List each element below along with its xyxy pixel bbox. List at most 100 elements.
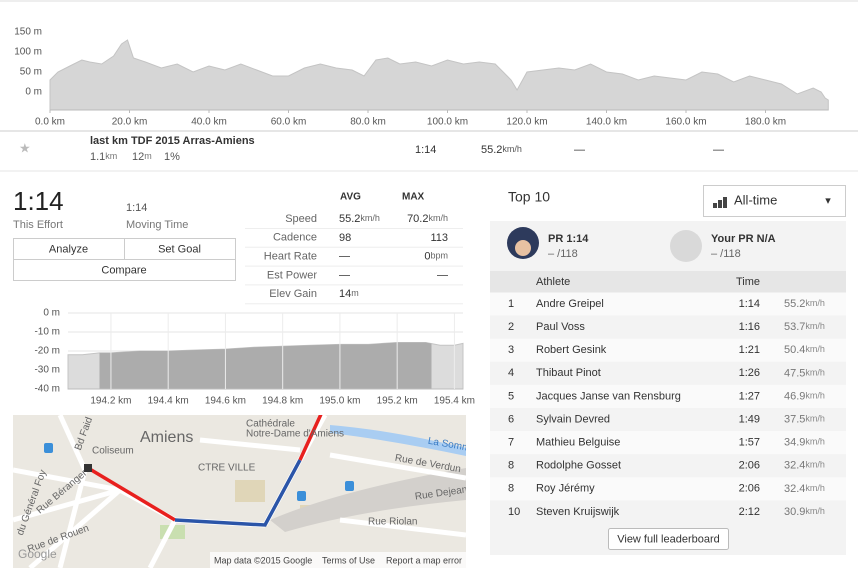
x-tick-label: 140.0 km <box>586 117 627 128</box>
table-row[interactable] <box>490 361 846 385</box>
effort-speed-part: 32.4 <box>784 460 805 472</box>
effort-speed-part: 32.4 <box>784 483 805 495</box>
filter-caret[interactable]: ▾ <box>825 195 831 207</box>
x-tick-label: 20.0 km <box>112 117 148 128</box>
button[interactable] <box>13 259 236 281</box>
x-tick-label: 195.4 km <box>434 396 475 407</box>
button-label[interactable]: View full leaderboard <box>617 533 720 545</box>
map-attribution-bg <box>210 552 466 568</box>
transit-icon <box>345 481 354 491</box>
map[interactable]: Amiens Coliseum Cathédrale Notre-Dame d'… <box>13 412 477 568</box>
segment-time: 1:14 <box>415 144 436 156</box>
athlete-name[interactable]: Jacques Janse van Rensburg <box>536 390 681 402</box>
athlete-name[interactable]: Steven Kruijswijk <box>536 506 620 518</box>
x-tick-label: 80.0 km <box>350 117 386 128</box>
table-row[interactable] <box>490 315 846 339</box>
map-logo: Google <box>18 547 57 561</box>
stat-max-part: bpm <box>430 251 448 261</box>
table-row[interactable] <box>490 338 846 362</box>
segment-speed: 55.2km/h <box>481 144 522 156</box>
effort-speed: 37.5km/h <box>784 413 825 425</box>
effort-time: 1:27 <box>739 390 760 402</box>
segment-stats: 12m <box>132 151 152 163</box>
map-link[interactable]: Terms of Use <box>322 555 375 565</box>
segment-speed-part: km/h <box>502 144 522 154</box>
rank: 7 <box>508 437 514 449</box>
effort-speed-part: km/h <box>805 414 825 424</box>
effort-speed-part: 50.4 <box>784 344 805 356</box>
map-label: Amiens <box>140 429 193 446</box>
button-label[interactable]: Set Goal <box>158 243 201 255</box>
map-link[interactable]: Report a map error <box>386 555 462 565</box>
x-tick-label: 194.4 km <box>148 396 189 407</box>
stat-label: Est Power <box>267 269 317 281</box>
table-row[interactable] <box>490 431 846 455</box>
button[interactable] <box>608 528 729 550</box>
effort-speed-part: km/h <box>805 345 825 355</box>
athlete-name[interactable]: Thibaut Pinot <box>536 367 601 379</box>
stat-avg-part: km/h <box>360 213 380 223</box>
x-tick-label: 194.2 km <box>90 396 131 407</box>
rank: 4 <box>508 367 514 379</box>
athlete-name[interactable]: Sylvain Devred <box>536 413 610 425</box>
map-rail <box>270 468 466 532</box>
map-attribution: Map data ©2015 Google <box>214 555 312 565</box>
button-label[interactable]: Compare <box>101 264 146 276</box>
moving-label: Moving Time <box>126 219 188 231</box>
x-tick-label: 40.0 km <box>191 117 227 128</box>
stat-avg: — <box>339 269 350 281</box>
athlete-name[interactable]: Paul Voss <box>536 321 585 333</box>
button-label[interactable]: Analyze <box>49 243 88 255</box>
transit-icon <box>297 491 306 501</box>
effort-speed: 32.4km/h <box>784 483 825 495</box>
table-row[interactable] <box>490 454 846 478</box>
segment-stats-part: 1.1 <box>90 151 105 163</box>
stat-avg-part: 14 <box>339 288 351 300</box>
effort-time: 1:21 <box>739 344 760 356</box>
table-row[interactable] <box>490 500 846 524</box>
effort-speed-part: 34.9 <box>784 437 805 449</box>
stat-avg: 55.2km/h <box>339 213 380 225</box>
rank: 3 <box>508 344 514 356</box>
stat-avg-part: 98 <box>339 232 351 244</box>
athlete-name[interactable]: Rodolphe Gosset <box>536 460 621 472</box>
stat-max: — <box>437 269 448 281</box>
effort-speed-part: 37.5 <box>784 413 805 425</box>
athlete-name[interactable]: Robert Gesink <box>536 344 607 356</box>
stat-avg: 98 <box>339 232 351 244</box>
stat-avg-part: — <box>339 269 350 281</box>
table-row[interactable] <box>490 384 846 408</box>
rank: 6 <box>508 413 514 425</box>
x-tick-label: 195.2 km <box>377 396 418 407</box>
route-end <box>298 415 323 461</box>
athlete-name[interactable]: Andre Greipel <box>536 298 604 310</box>
filter-dropdown[interactable] <box>703 185 846 217</box>
table-row[interactable] <box>490 408 846 432</box>
segment-stats-part: 12 <box>132 151 144 163</box>
table-row[interactable] <box>490 292 846 316</box>
stats-header: MAX <box>402 192 425 203</box>
star[interactable]: ★ <box>19 140 31 155</box>
filter-label[interactable]: All-time <box>734 192 777 207</box>
map-block <box>235 480 265 502</box>
y-tick-label: -20 m <box>34 346 60 357</box>
map-label: Cathédrale <box>246 419 295 430</box>
moving-time: 1:14 <box>126 202 147 214</box>
pr-label: PR 1:14 <box>548 233 589 245</box>
y-tick-label: 0 m <box>25 87 42 98</box>
effort-time: 1:14 <box>13 186 64 216</box>
effort-speed-part: 46.9 <box>784 390 805 402</box>
athlete-name[interactable]: Mathieu Belguise <box>536 437 620 449</box>
stat-label: Heart Rate <box>264 251 317 263</box>
y-tick-label: -30 m <box>34 365 60 376</box>
stat-avg-part: 55.2 <box>339 213 360 225</box>
x-tick-label: 194.6 km <box>205 396 246 407</box>
stat-max-part: 113 <box>430 232 448 244</box>
table-row[interactable] <box>490 477 846 501</box>
athlete-name[interactable]: Roy Jérémy <box>536 483 595 495</box>
y-tick-label: -10 m <box>34 327 60 338</box>
x-tick-label: 100.0 km <box>427 117 468 128</box>
effort-speed: 55.2km/h <box>784 298 825 310</box>
elevation-area <box>49 39 829 111</box>
